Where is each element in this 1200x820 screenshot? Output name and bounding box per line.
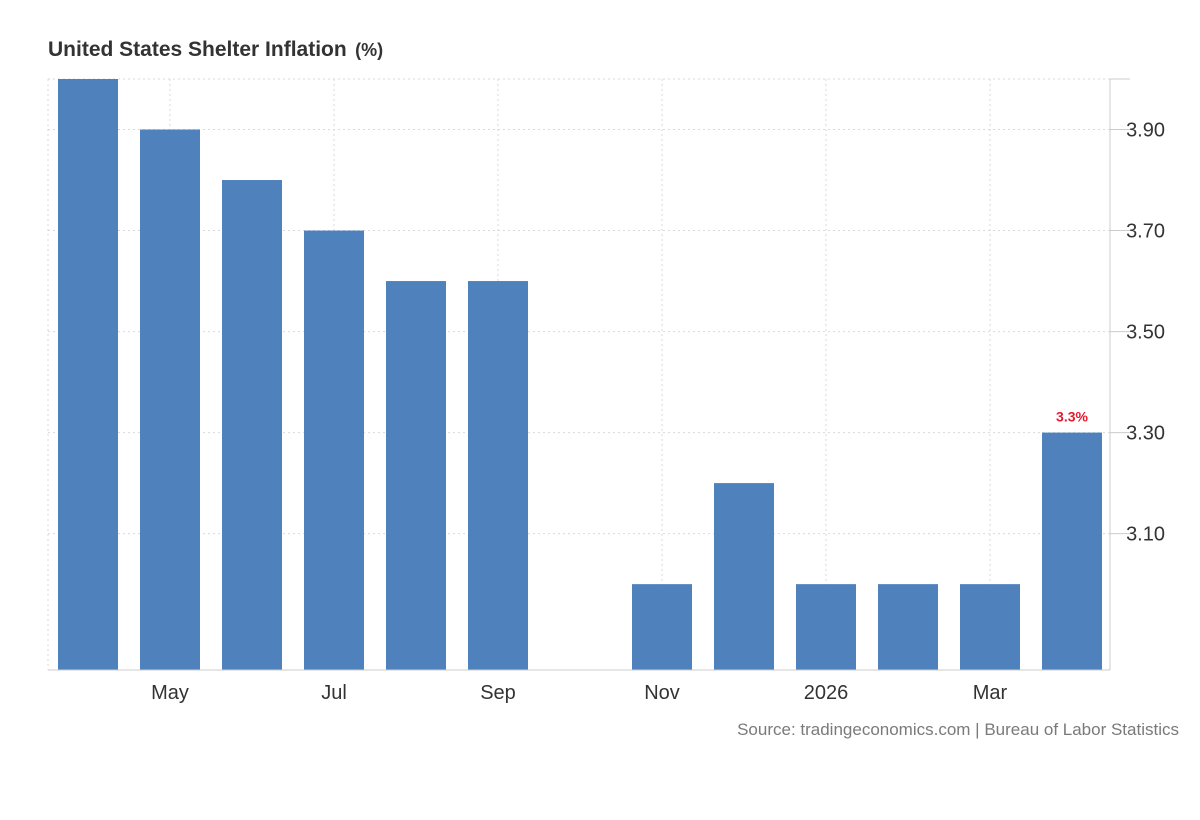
bar-2026-03: [960, 584, 1020, 670]
y-tick-label: 3.50: [1126, 322, 1165, 344]
chart-title-text: United States Shelter Inflation: [48, 38, 347, 61]
x-tick-label: May: [151, 682, 189, 704]
bar-2026-02: [878, 584, 938, 670]
y-tick-label: 3.70: [1126, 221, 1165, 243]
source-note: Source: tradingeconomics.com | Bureau of…: [737, 720, 1179, 739]
bar-2025-09: [468, 281, 528, 670]
bar-2025-06: [222, 180, 282, 670]
bar-2025-04: [58, 79, 118, 670]
x-tick-label: Mar: [973, 682, 1008, 704]
x-tick-label: Nov: [644, 682, 680, 704]
chart-unit: (%): [355, 40, 384, 60]
bar-2026-04: [1042, 432, 1102, 670]
bar-2025-12: [714, 483, 774, 670]
chart-title: United States Shelter Inflation (%): [48, 38, 383, 62]
bar-2025-05: [140, 129, 200, 670]
x-tick-label: Jul: [321, 682, 347, 704]
bar-2025-08: [386, 281, 446, 670]
x-tick-label: 2026: [804, 682, 849, 704]
y-tick-label: 3.30: [1126, 423, 1165, 445]
bar-2025-11: [632, 584, 692, 670]
value-label: 3.3%: [1056, 409, 1088, 425]
y-tick-label: 3.90: [1126, 120, 1165, 142]
bar-2025-07: [304, 230, 364, 671]
x-tick-label: Sep: [480, 682, 516, 704]
y-tick-label: 3.10: [1126, 524, 1165, 546]
bar-2026-01: [796, 584, 856, 670]
